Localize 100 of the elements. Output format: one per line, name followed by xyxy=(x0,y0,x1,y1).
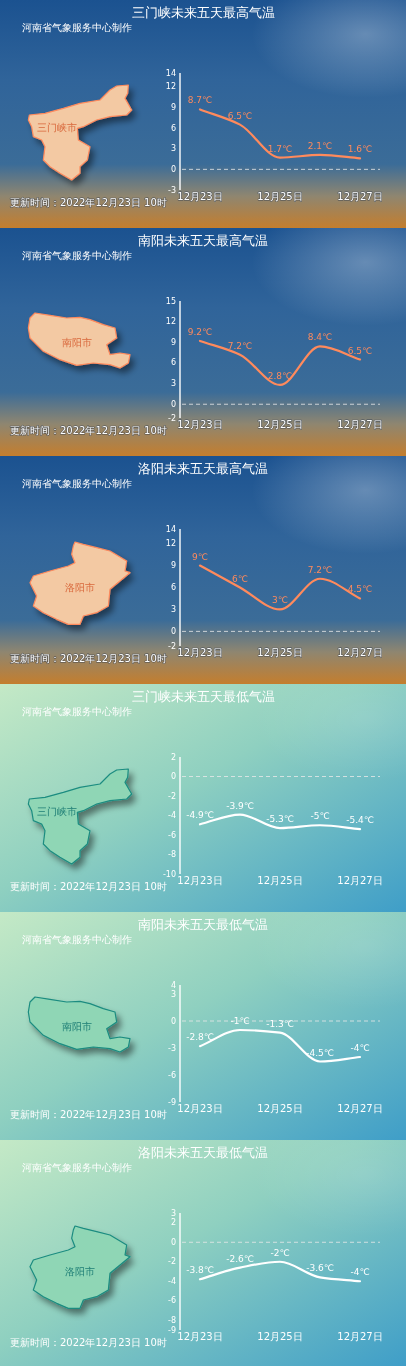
data-label: -4.5℃ xyxy=(306,1047,334,1058)
data-label: 7.2℃ xyxy=(307,564,333,575)
text: 河南省气象服务中心制作 xyxy=(22,250,132,261)
data-label: 3℃ xyxy=(272,595,288,606)
data-label: 1.6℃ xyxy=(347,144,373,155)
y-tick-label: -6 xyxy=(168,1296,176,1306)
y-tick-label: 2 xyxy=(170,1218,176,1228)
text: 河南省气象服务中心制作 xyxy=(22,706,132,717)
y-tick-label: 3 xyxy=(170,989,176,999)
text: 更新时间：2022年12月23日 10时 xyxy=(10,1109,167,1120)
data-label: 1.7℃ xyxy=(267,143,293,154)
x-tick-label: 12月27日 xyxy=(337,874,383,886)
text: 更新时间：2022年12月23日 10时 xyxy=(10,425,167,436)
data-label: -2.6℃ xyxy=(226,1253,254,1264)
chart-title: 三门峡未来五天最高气温 xyxy=(131,5,275,20)
data-label: -2℃ xyxy=(270,1247,290,1258)
y-tick-label: 14 xyxy=(165,68,176,78)
x-tick-label: 12月27日 xyxy=(337,1102,383,1114)
y-tick-label: 0 xyxy=(170,164,176,174)
data-label: 4.5℃ xyxy=(347,584,373,595)
chart-title: 三门峡未来五天最低气温 xyxy=(131,689,275,704)
data-label: 6℃ xyxy=(232,573,248,584)
data-label: 8.7℃ xyxy=(187,95,213,106)
y-tick-label: -4 xyxy=(168,1276,176,1286)
x-tick-label: 12月23日 xyxy=(177,646,223,658)
y-tick-label: -4 xyxy=(168,811,176,820)
y-tick-label: 2 xyxy=(170,752,176,762)
text: 南阳市 xyxy=(62,1020,92,1032)
y-tick-label: 6 xyxy=(170,123,176,133)
chart-title: 洛阳未来五天最高气温 xyxy=(138,461,268,476)
data-label: 6.5℃ xyxy=(347,345,373,356)
data-label: 8.4℃ xyxy=(307,332,333,343)
text: 河南省气象服务中心制作 xyxy=(22,1162,132,1173)
data-label: 9℃ xyxy=(192,551,208,562)
x-tick-label: 12月25日 xyxy=(257,646,303,658)
y-tick-label: 9 xyxy=(170,337,176,347)
y-tick-label: 0 xyxy=(170,626,176,636)
x-tick-label: 12月23日 xyxy=(177,1102,223,1114)
y-tick-label: 12 xyxy=(165,82,176,92)
x-tick-label: 12月27日 xyxy=(337,190,383,202)
y-tick-label: 9 xyxy=(170,561,176,571)
data-label: -2.8℃ xyxy=(186,1032,214,1043)
y-tick-label: -2 xyxy=(168,641,176,651)
data-label: -1℃ xyxy=(230,1016,250,1026)
x-tick-label: 12月23日 xyxy=(177,874,223,886)
y-tick-label: 6 xyxy=(170,358,176,368)
y-tick-label: 0 xyxy=(170,772,176,781)
x-tick-label: 12月25日 xyxy=(257,1330,303,1342)
y-tick-label: -9 xyxy=(168,1097,176,1107)
y-tick-label: -9 xyxy=(168,1325,176,1335)
data-label: 7.2℃ xyxy=(227,340,253,351)
y-tick-label: 0 xyxy=(170,1237,176,1247)
x-tick-label: 12月25日 xyxy=(257,1102,303,1114)
text: 更新时间：2022年12月23日 10时 xyxy=(10,1337,167,1348)
y-tick-label: -8 xyxy=(168,1315,176,1325)
data-label: -5.3℃ xyxy=(266,814,294,825)
data-label: -4.9℃ xyxy=(186,810,214,821)
text: 河南省气象服务中心制作 xyxy=(22,934,132,945)
x-tick-label: 12月23日 xyxy=(177,190,223,202)
text: 三门峡市 xyxy=(37,121,77,133)
y-tick-label: -3 xyxy=(168,185,176,195)
text: 河南省气象服务中心制作 xyxy=(22,22,132,33)
data-label: -1.3℃ xyxy=(266,1018,294,1029)
y-tick-label: -2 xyxy=(168,413,176,423)
y-tick-label: -10 xyxy=(162,869,176,879)
data-label: -3.6℃ xyxy=(306,1263,334,1274)
data-label: 2.1℃ xyxy=(307,140,333,151)
text: 南阳市 xyxy=(62,336,92,348)
y-tick-label: -2 xyxy=(168,1257,176,1267)
text: 洛阳市 xyxy=(65,581,95,593)
y-tick-label: -3 xyxy=(168,1043,176,1053)
data-label: -4℃ xyxy=(350,1267,370,1278)
data-label: -3.9℃ xyxy=(226,800,254,811)
data-label: 9.2℃ xyxy=(187,326,213,337)
x-tick-label: 12月27日 xyxy=(337,1330,383,1342)
data-label: -5℃ xyxy=(310,811,330,822)
y-tick-label: 3 xyxy=(170,144,176,154)
text: 洛阳市 xyxy=(65,1265,95,1277)
text: 河南省气象服务中心制作 xyxy=(22,478,132,489)
x-tick-label: 12月25日 xyxy=(257,874,303,886)
y-tick-label: 12 xyxy=(165,539,176,549)
data-label: -5.4℃ xyxy=(346,815,374,826)
x-tick-label: 12月27日 xyxy=(337,646,383,658)
x-tick-label: 12月23日 xyxy=(177,1330,223,1342)
y-tick-label: -6 xyxy=(168,1070,176,1080)
chart-title: 洛阳未来五天最低气温 xyxy=(138,1145,268,1160)
y-tick-label: 3 xyxy=(170,604,176,614)
y-tick-label: 14 xyxy=(165,524,176,534)
y-tick-label: -6 xyxy=(168,830,176,840)
y-tick-label: -8 xyxy=(168,850,176,859)
chart-title: 南阳未来五天最低气温 xyxy=(138,917,268,932)
y-tick-label: -2 xyxy=(168,791,176,801)
text: 更新时间：2022年12月23日 10时 xyxy=(10,197,167,208)
x-tick-label: 12月25日 xyxy=(257,190,303,202)
y-tick-label: 0 xyxy=(170,1016,176,1026)
chart-title: 南阳未来五天最高气温 xyxy=(138,233,268,248)
x-tick-label: 12月23日 xyxy=(177,418,223,430)
y-tick-label: 3 xyxy=(170,1208,176,1218)
text: 更新时间：2022年12月23日 10时 xyxy=(10,881,167,892)
y-tick-label: 0 xyxy=(170,399,176,409)
